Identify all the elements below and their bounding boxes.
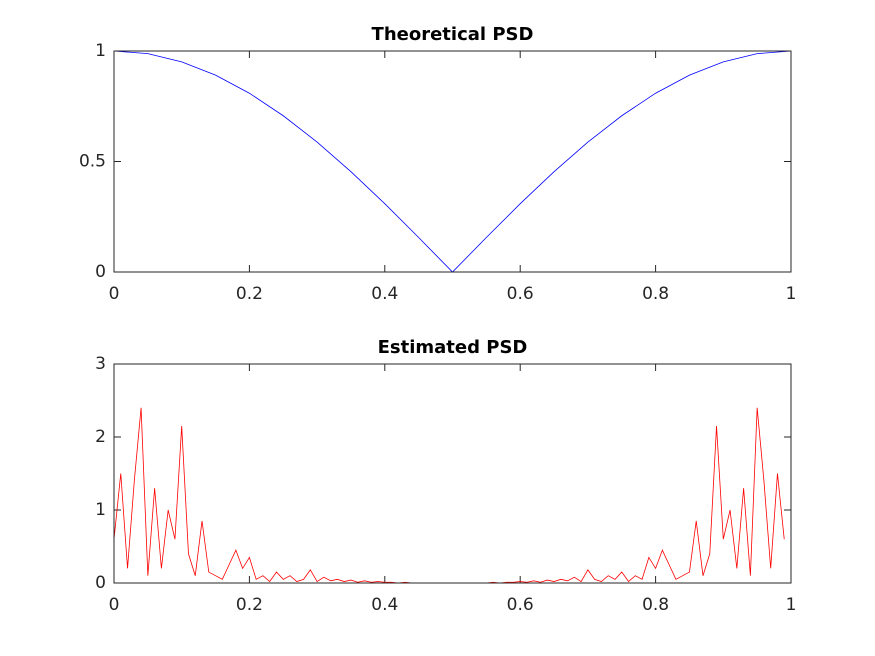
x-tick-label: 0.2 [236,284,263,304]
x-tick-label: 0.8 [642,595,669,615]
axes-background [114,51,791,272]
axes-background [114,364,791,583]
axes-frame [113,363,792,584]
x-tick-label: 0.6 [507,284,534,304]
x-tick-label: 0.4 [371,595,398,615]
axes-frame [113,50,792,273]
x-tick-label: 0.4 [371,284,398,304]
x-tick-label: 0 [109,284,120,304]
chart-title: Estimated PSD [378,337,528,358]
y-tick-label: 1 [95,500,106,520]
x-tick-label: 0.8 [642,284,669,304]
x-tick-label: 1 [786,284,797,304]
y-tick-label: 0 [95,573,106,593]
chart-title: Theoretical PSD [372,24,534,45]
x-tick-label: 0 [109,595,120,615]
x-tick-label: 0.2 [236,595,263,615]
y-tick-label: 0 [95,262,106,282]
y-tick-label: 1 [95,41,106,61]
x-tick-label: 1 [786,595,797,615]
y-tick-label: 0.5 [79,152,106,172]
y-tick-label: 3 [95,354,106,374]
y-tick-label: 2 [95,427,106,447]
x-tick-label: 0.6 [507,595,534,615]
